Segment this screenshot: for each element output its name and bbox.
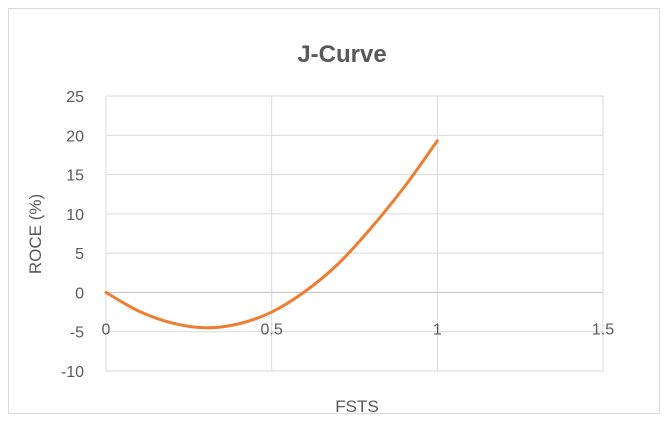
y-tick-label: -10 [61, 364, 84, 381]
y-tick-label: 20 [66, 128, 84, 145]
gridlines [105, 95, 604, 372]
x-tick-label: 1 [433, 321, 442, 338]
x-tick-labels: 0 0.5 1 1.5 [102, 321, 615, 338]
y-tick-label: -5 [70, 325, 84, 342]
y-tick-label: 10 [66, 207, 84, 224]
x-tick-label: 1.5 [592, 321, 614, 338]
chart-frame [8, 8, 660, 414]
x-tick-label: 0.5 [261, 321, 283, 338]
series-group [104, 139, 439, 330]
y-tick-labels: 25 20 15 10 5 0 -5 -10 [61, 89, 84, 381]
y-tick-label: 15 [66, 168, 84, 185]
y-tick-label: 5 [75, 246, 84, 263]
series-line-0 [104, 139, 439, 330]
chart-title: J-Curve [297, 41, 386, 68]
y-axis-label: ROCE (%) [26, 194, 45, 274]
y-tick-label: 25 [66, 89, 84, 106]
y-tick-label: 0 [75, 285, 84, 302]
x-tick-label: 0 [102, 321, 111, 338]
x-axis-label: FSTS [335, 397, 378, 416]
